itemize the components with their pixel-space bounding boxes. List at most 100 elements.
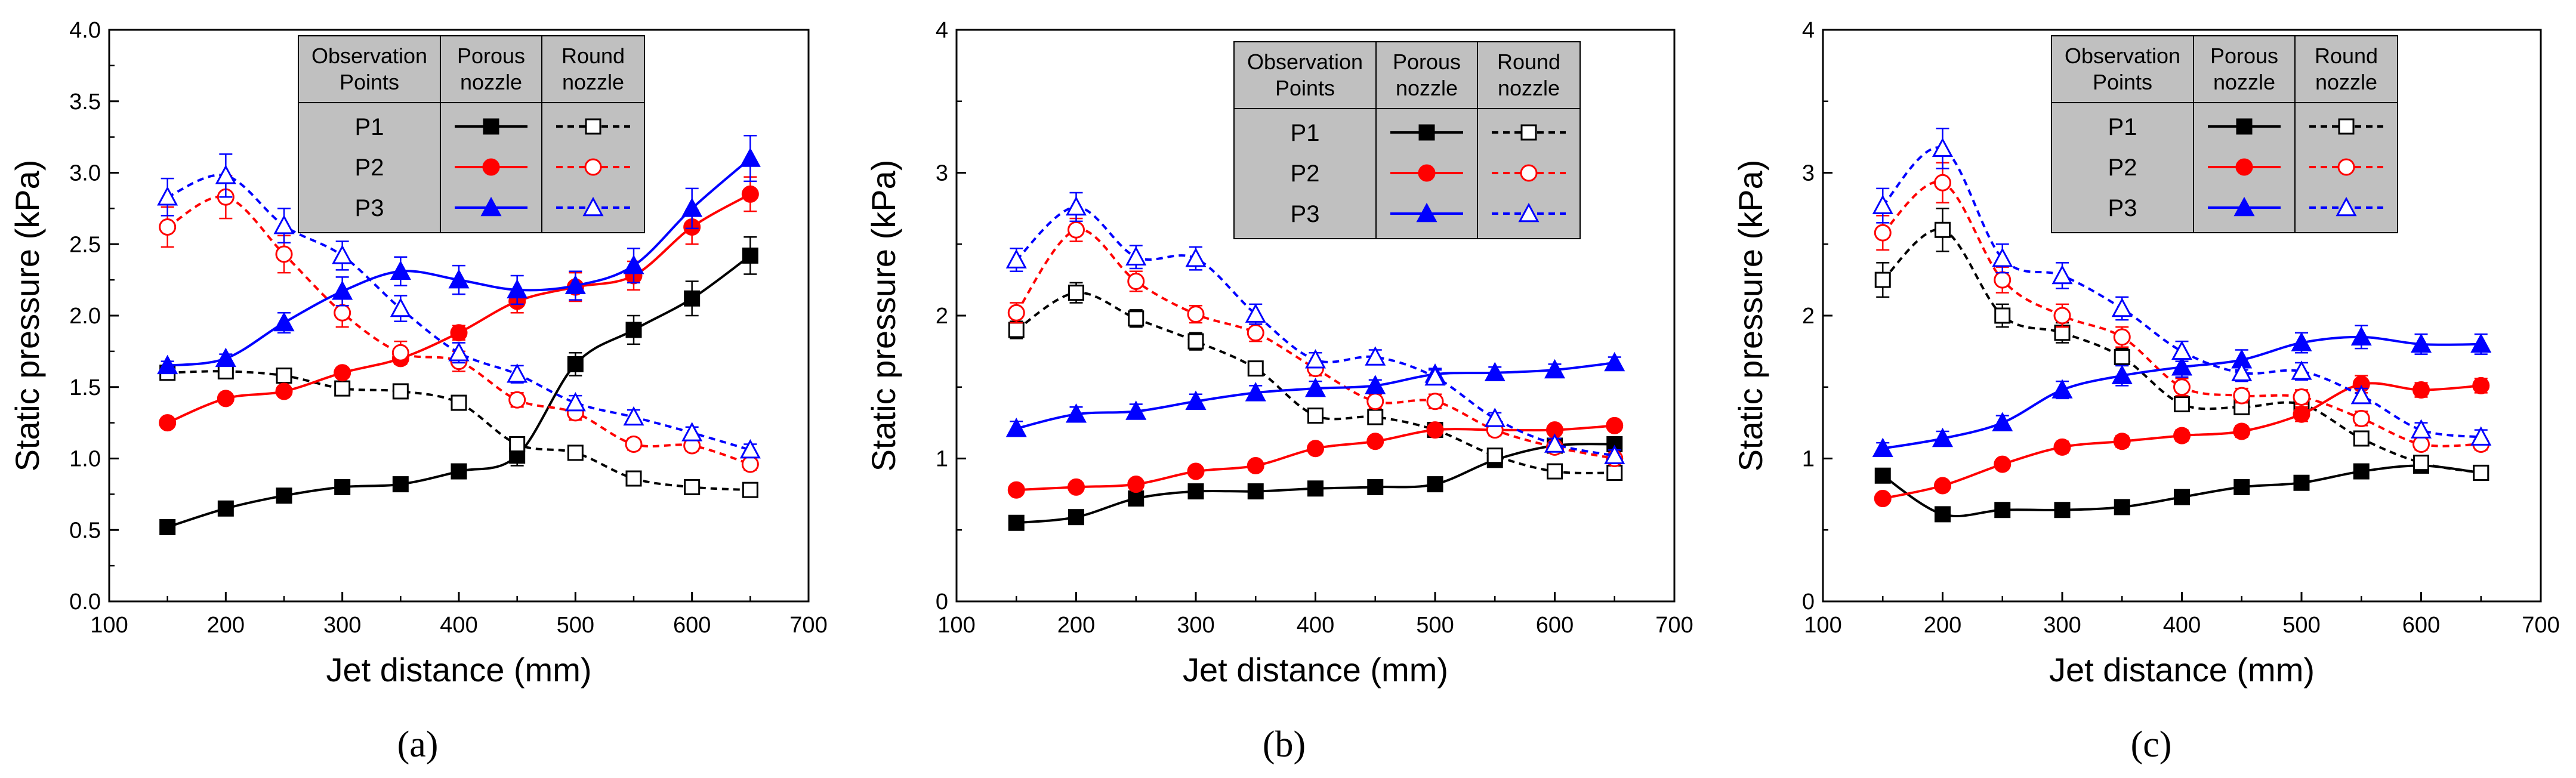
legend-row-label: P3 [1291, 201, 1320, 227]
data-point [1604, 444, 1625, 464]
data-point [1068, 509, 1084, 526]
legend-marker [1518, 202, 1540, 223]
series-p1-round [159, 363, 758, 498]
legend-row-label: P3 [2108, 195, 2137, 221]
legend-marker [1418, 164, 1436, 182]
series-p3-porous [1872, 325, 2492, 457]
y-tick-label: 2.0 [69, 304, 101, 329]
data-point [1935, 221, 1951, 238]
data-point [2171, 340, 2193, 360]
data-point [273, 311, 295, 332]
panel-b: 100 200 300 400 500 600 700 0 1 2 3 4 Jet distance (… [865, 18, 1693, 765]
data-point [2470, 426, 2492, 446]
data-point [1187, 462, 1205, 480]
data-point [1005, 418, 1027, 437]
data-point [742, 481, 758, 498]
x-tick-label: 400 [440, 613, 477, 638]
x-tick-label: 100 [937, 613, 975, 638]
legend-symbol [2208, 158, 2281, 176]
data-point [1065, 196, 1087, 216]
data-point [157, 186, 178, 206]
data-point [508, 391, 526, 409]
data-point [1007, 481, 1025, 499]
data-point [2353, 430, 2370, 447]
data-point [215, 347, 236, 368]
series-line [1016, 424, 1615, 492]
series-line [1881, 146, 2482, 439]
legend-header-line2: Points [1275, 76, 1335, 100]
legend-row-label: P1 [2108, 114, 2137, 140]
y-tick-label: 1.0 [69, 447, 101, 472]
data-point [1932, 137, 1954, 158]
data-point [623, 255, 644, 274]
data-point [2350, 384, 2372, 405]
data-point [1127, 476, 1145, 493]
data-point [1932, 427, 1954, 447]
legend-symbol [1390, 164, 1463, 182]
legend-header-line1: Observation [311, 44, 427, 68]
legend-symbol [455, 158, 527, 176]
x-tick-label: 700 [789, 613, 827, 638]
legend-header-line1: Observation [2065, 44, 2180, 68]
data-point [217, 500, 234, 517]
data-point [2111, 297, 2133, 317]
data-point [1307, 440, 1324, 458]
data-point [1604, 351, 1625, 372]
data-point [1544, 433, 1566, 453]
data-point [681, 197, 703, 217]
legend-header-line2: nozzle [460, 70, 522, 94]
legend-symbol [1390, 124, 1463, 141]
data-point [1872, 194, 1893, 214]
data-point [2352, 409, 2370, 427]
legend-header-line2: nozzle [1396, 76, 1458, 100]
y-tick-label: 3.0 [69, 161, 101, 186]
data-point [1424, 366, 1446, 386]
x-tick-label: 600 [673, 613, 711, 638]
data-point [1427, 476, 1443, 493]
data-point [739, 147, 761, 167]
legend-row-label: P3 [355, 195, 384, 221]
data-point [1304, 377, 1326, 397]
data-point [1544, 359, 1566, 379]
data-point [1005, 249, 1027, 268]
legend-symbol [455, 196, 527, 217]
y-tick-label: 0 [1802, 589, 1815, 615]
data-point [1245, 382, 1266, 402]
legend-marker [1418, 124, 1435, 141]
series-p1-porous [1874, 457, 2489, 523]
series-p3-round [1872, 128, 2492, 446]
data-point [684, 478, 701, 495]
legend-row-label: P2 [355, 155, 384, 181]
legend-symbol [1492, 124, 1566, 141]
data-point [2111, 365, 2133, 384]
legend-symbol [1492, 202, 1566, 223]
data-point [742, 247, 758, 264]
data-point [159, 518, 176, 535]
y-tick-label: 4 [1802, 18, 1815, 43]
data-point [1874, 467, 1891, 484]
legend-marker [2337, 158, 2355, 176]
legend-row-label: P1 [1291, 120, 1320, 146]
series-line [167, 370, 751, 492]
data-point [2293, 405, 2310, 423]
data-point [1247, 483, 1264, 500]
data-point [741, 455, 759, 473]
data-point [334, 304, 351, 322]
data-point [1008, 514, 1025, 531]
data-point [2233, 478, 2250, 495]
panel-a: 100 200 300 400 500 600 700 0.0 0.5 1.0 1.5 2.0 2.5 3… [8, 18, 828, 765]
legend-marker [1416, 202, 1437, 223]
data-point [159, 218, 177, 236]
y-tick-label: 1.5 [69, 375, 101, 400]
data-point [334, 380, 351, 397]
x-tick-label: 200 [207, 613, 245, 638]
legend-row-label: P2 [2108, 155, 2137, 181]
legend-symbol [2208, 118, 2281, 135]
data-point [451, 463, 467, 480]
x-tick-label: 300 [1177, 613, 1214, 638]
data-point [1934, 477, 1951, 495]
data-point [1365, 375, 1386, 394]
data-point [276, 487, 292, 504]
legend-header-line2: nozzle [562, 70, 624, 94]
x-tick-label: 500 [557, 613, 594, 638]
